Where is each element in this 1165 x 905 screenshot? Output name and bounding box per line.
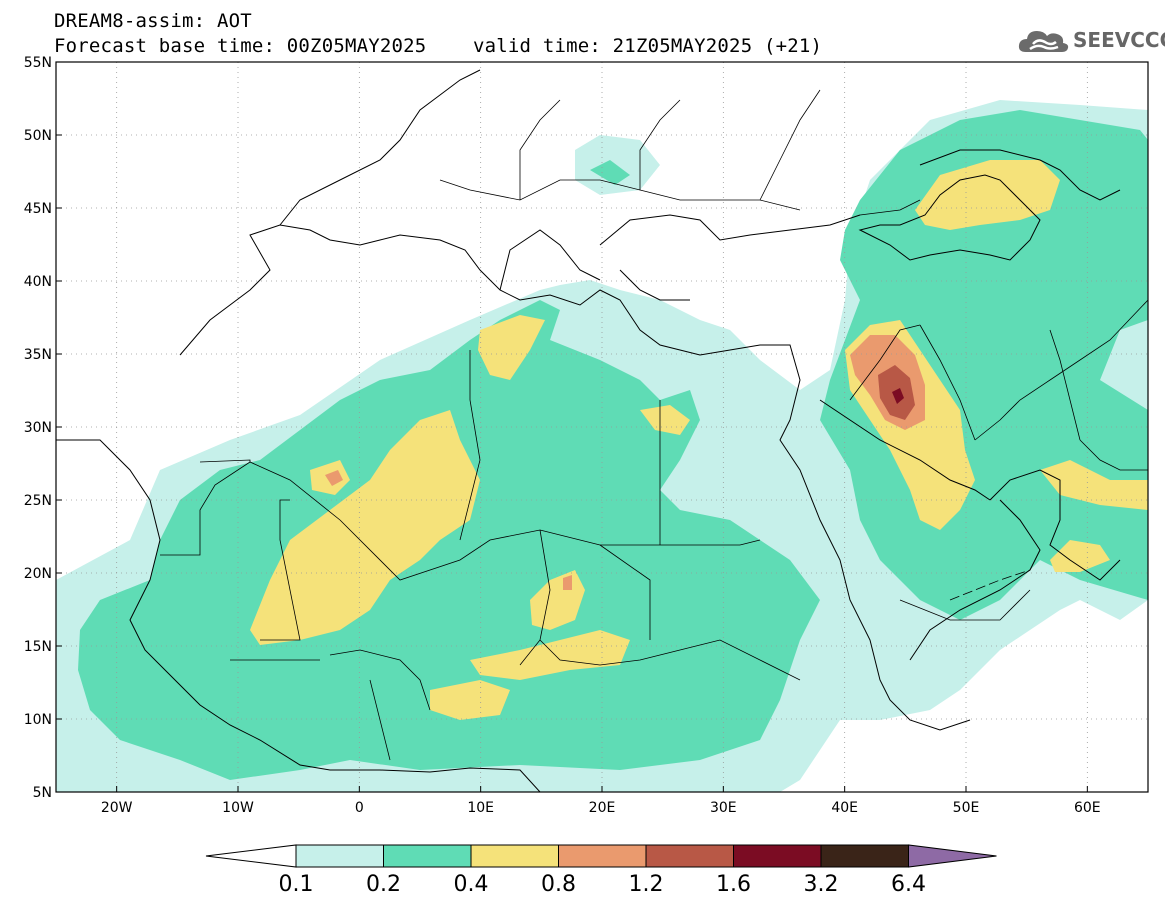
seevccc-logo: SEEVCCC [1018,24,1165,58]
colorbar-level-label: 6.4 [891,872,926,897]
aot-band-0.2-0.4-balkans [590,160,630,185]
colorbar-level-label: 1.2 [629,872,664,897]
lat-tick-label: 35N [24,347,52,363]
logo-text: SEEVCCC [1073,28,1165,52]
axis-labels: 55N 50N 45N 40N 35N 30N 25N 20N 15N 10N 5N 20W 10W 0 1… [24,55,1101,816]
cloud-icon [1018,31,1069,52]
gridlines [56,62,1148,792]
lat-tick-label: 15N [24,639,52,655]
aot-band-0.8-1.2-mali [325,470,343,486]
colorbar-swatch [820,844,909,868]
colorbar-swatch [733,844,822,868]
lat-tick-label: 5N [33,785,52,801]
lat-tick-label: 55N [24,55,52,71]
aot-band-0.4-0.8-nigeria [430,680,510,720]
lon-tick-label: 10E [467,800,494,816]
lat-tick-label: 50N [24,128,52,144]
lon-tick-label: 10W [222,800,254,816]
lat-tick-label: 45N [24,201,52,217]
aot-band-1.6-3.2-iraq [892,388,904,404]
aot-band-0.4-0.8-iran-south [1040,460,1148,510]
forecast-times: Forecast base time: 00Z05MAY2025 valid t… [54,35,823,57]
coastlines [56,69,1121,792]
colorbar-level-label: 0.1 [279,872,314,897]
lat-tick-label: 40N [24,274,52,290]
aot-band-0.4-0.8-caspian [915,160,1060,230]
lon-tick-label: 60E [1074,800,1101,816]
map-title: DREAM8-assim: AOT [54,10,252,32]
lon-tick-label: 40E [831,800,858,816]
country-borders [160,89,1148,761]
lat-tick-label: 25N [24,493,52,509]
colorbar-level-label: 3.2 [804,872,839,897]
lon-tick-label: 0 [355,800,364,816]
colorbar-swatch [295,844,384,868]
aot-band-0.8-1.2-chad [563,575,572,590]
colorbar-level-label: 1.6 [716,872,751,897]
colorbar-swatch [558,844,647,868]
colorbar-swatch [470,844,559,868]
colorbar: 0.1 0.2 0.4 0.8 1.2 1.6 3.2 6.4 [205,844,997,897]
aot-band-0.4-0.8-sahara [250,410,480,645]
aot-band-0.4-0.8-libya [640,405,690,435]
colorbar-level-label: 0.8 [541,872,576,897]
colorbar-level-label: 0.2 [366,872,401,897]
lat-tick-label: 20N [24,566,52,582]
aot-band-0.4-0.8-sudan [470,630,630,680]
colorbar-swatch [383,844,472,868]
lon-tick-label: 50E [953,800,980,816]
lon-tick-label: 20W [101,800,133,816]
colorbar-level-label: 0.4 [454,872,489,897]
aot-band-0.4-0.8-oman [1050,540,1110,572]
lat-tick-label: 10N [24,712,52,728]
aot-band-0.4-0.8-algeria-north [478,315,545,380]
lon-tick-label: 20E [589,800,616,816]
colorbar-max-arrow [908,844,997,868]
lon-tick-label: 30E [710,800,737,816]
colorbar-swatch [645,844,734,868]
lat-tick-label: 30N [24,420,52,436]
colorbar-min-arrow [205,844,297,868]
